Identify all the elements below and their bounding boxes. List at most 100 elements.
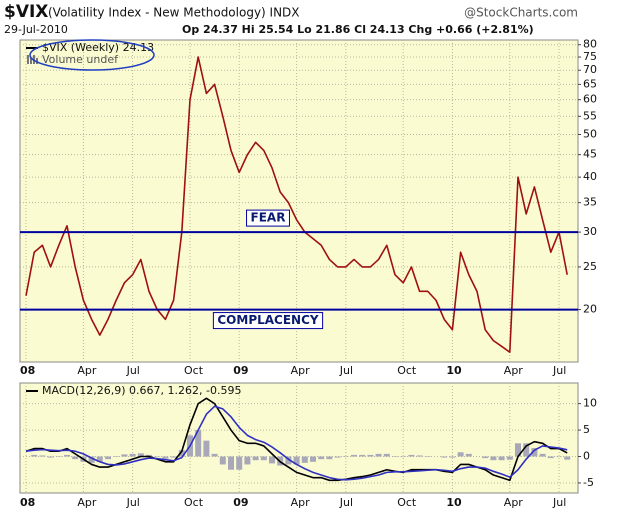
- x-tick-label: 10: [446, 364, 462, 377]
- histogram-bar: [178, 450, 185, 457]
- y-tick-label: 20: [583, 303, 597, 316]
- histogram-bar: [88, 456, 95, 463]
- histogram-bar: [269, 456, 275, 464]
- y-tick-label: 75: [583, 50, 597, 63]
- y-tick-label: 55: [583, 109, 597, 122]
- x-tick-label: Jul: [552, 496, 566, 509]
- x-tick-label: Jul: [126, 496, 140, 509]
- histogram-bar: [211, 453, 218, 457]
- x-tick-label: Oct: [184, 364, 204, 377]
- volume-icon: [33, 55, 35, 64]
- legend-label: MACD(12,26,9) 0.667, 1.262, -0.595: [42, 384, 241, 397]
- histogram-bar: [375, 453, 382, 457]
- histogram-bar: [383, 453, 390, 457]
- histogram-bar: [47, 456, 54, 458]
- histogram-bar: [310, 456, 316, 462]
- histogram-bar: [465, 453, 472, 457]
- y-tick-label: 25: [583, 260, 597, 273]
- histogram-bar: [506, 456, 513, 460]
- histogram-bar: [113, 455, 120, 457]
- legend-label: $VIX (Weekly) 24.13: [42, 41, 154, 54]
- histogram-bar: [457, 452, 464, 457]
- x-tick-label: Apr: [291, 496, 311, 509]
- histogram-bar: [236, 456, 243, 470]
- histogram-bar: [318, 456, 325, 460]
- y-tick-label: 70: [583, 63, 597, 76]
- histogram-bar: [367, 454, 374, 457]
- histogram-bar: [359, 454, 366, 457]
- x-tick-label: 09: [233, 364, 248, 377]
- level-label: FEAR: [251, 211, 286, 225]
- x-tick-label: Oct: [397, 364, 417, 377]
- y-tick-label: 80: [583, 38, 597, 51]
- chart-title: $VIX: [4, 2, 48, 22]
- histogram-bar: [498, 456, 505, 461]
- y-tick-label: 30: [583, 225, 597, 238]
- histogram-bar: [137, 453, 144, 457]
- x-tick-label: Jul: [126, 364, 140, 377]
- y-tick-label: 50: [583, 128, 597, 141]
- date: 29-Jul-2010: [4, 23, 68, 36]
- volume-icon: [27, 55, 29, 64]
- histogram-bar: [219, 456, 226, 465]
- highlight-ellipse: [29, 39, 155, 71]
- quote: Op 24.37 Hi 25.54 Lo 21.86 Cl 24.13 Chg …: [182, 23, 534, 36]
- y-tick-label: 65: [583, 77, 597, 90]
- y-tick-label: -5: [583, 476, 594, 489]
- x-tick-label: 08: [20, 364, 35, 377]
- histogram-bar: [260, 456, 267, 461]
- source: @StockCharts.com: [464, 6, 578, 20]
- histogram-bar: [64, 454, 70, 457]
- histogram-bar: [392, 455, 398, 457]
- histogram-bar: [72, 456, 79, 460]
- y-tick-label: 60: [583, 93, 597, 106]
- histogram-bar: [424, 455, 431, 457]
- histogram-bar: [515, 443, 521, 457]
- histogram-bar: [490, 456, 497, 461]
- x-tick-label: Apr: [291, 364, 311, 377]
- histogram-bar: [531, 448, 538, 457]
- volume-icon: [36, 58, 38, 64]
- level-label: COMPLACENCY: [217, 313, 319, 327]
- histogram-bar: [342, 455, 349, 457]
- series-line: [25, 405, 568, 481]
- y-tick-label: 10: [583, 397, 597, 410]
- chart-subtitle: (Volatility Index - New Methodology) IND…: [48, 6, 300, 20]
- histogram-bar: [154, 456, 161, 458]
- histogram-bar: [400, 456, 407, 458]
- y-tick-label: 40: [583, 170, 597, 183]
- histogram-bar: [539, 453, 546, 457]
- histogram-bar: [482, 456, 489, 459]
- histogram-bar: [285, 456, 292, 465]
- histogram-bar: [195, 430, 202, 457]
- histogram-bar: [416, 455, 423, 457]
- histogram-bar: [228, 456, 234, 470]
- histogram-bar: [203, 440, 210, 457]
- x-tick-label: 10: [446, 496, 462, 509]
- histogram-bar: [31, 454, 38, 457]
- histogram-bar: [170, 456, 177, 458]
- x-tick-label: Jul: [552, 364, 566, 377]
- y-tick-label: 45: [583, 148, 597, 161]
- series-line: [25, 56, 568, 353]
- histogram-bar: [96, 456, 103, 462]
- histogram-bar: [408, 454, 415, 457]
- histogram-bar: [547, 456, 554, 459]
- histogram-bar: [55, 456, 62, 458]
- x-tick-label: Oct: [184, 496, 204, 509]
- histogram-bar: [449, 456, 456, 458]
- histogram-bar: [129, 453, 136, 457]
- histogram-bar: [556, 456, 562, 458]
- note: Volume undef: [42, 53, 119, 66]
- histogram-bar: [301, 456, 308, 463]
- x-tick-label: Apr: [504, 364, 524, 377]
- y-tick-label: 35: [583, 196, 597, 209]
- histogram-bar: [39, 455, 46, 457]
- level-label-box: [246, 209, 290, 227]
- x-tick-label: Oct: [397, 496, 417, 509]
- y-tick-label: 5: [583, 423, 590, 436]
- plot-area: [19, 382, 579, 494]
- histogram-bar: [564, 456, 571, 460]
- x-tick-label: Jul: [339, 364, 353, 377]
